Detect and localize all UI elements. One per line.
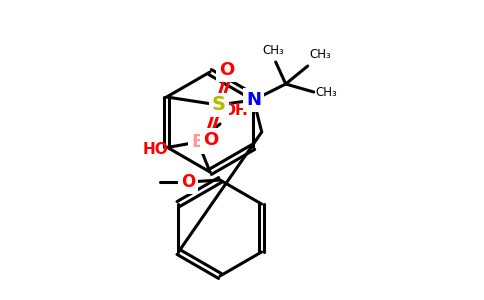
- Text: O: O: [181, 173, 195, 191]
- Text: OH: OH: [222, 103, 248, 118]
- Text: O: O: [203, 131, 218, 149]
- Text: CH₃: CH₃: [263, 44, 285, 57]
- Text: N: N: [246, 91, 261, 109]
- Text: O: O: [219, 61, 234, 79]
- Text: HO: HO: [142, 142, 168, 157]
- Text: S: S: [212, 95, 226, 115]
- Text: CH₃: CH₃: [316, 85, 337, 98]
- Text: CH₃: CH₃: [310, 48, 332, 61]
- Text: B: B: [191, 133, 205, 151]
